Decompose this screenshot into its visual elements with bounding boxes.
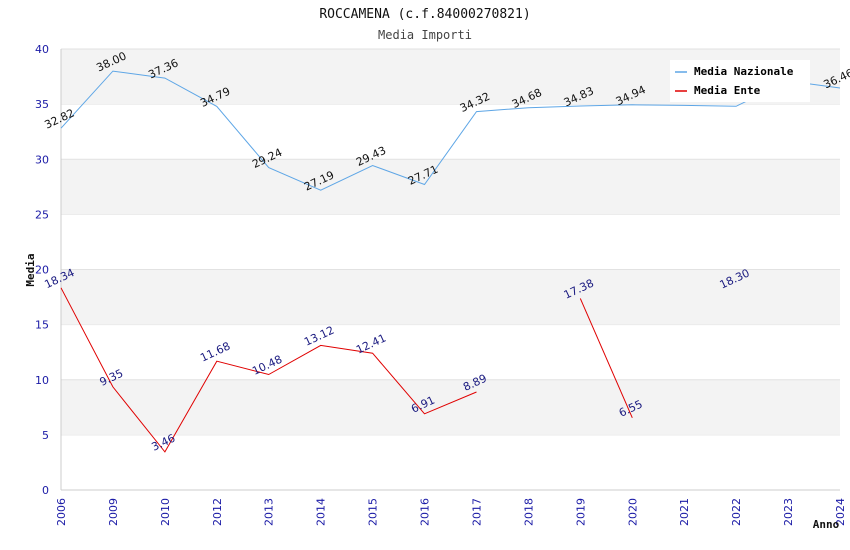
series-line-media-nazionale [60,70,841,191]
data-label: 11.68 [198,340,232,365]
y-tick-label: 20 [35,264,49,277]
y-tick-label: 5 [42,429,49,442]
y-tick-label: 25 [35,208,49,221]
x-tick-label: 2013 [263,498,276,526]
x-tick-label: 2018 [522,498,535,526]
legend: Media Nazionale Media Ente [670,60,810,102]
grid-band [61,159,840,215]
x-tick-label: 2010 [159,498,172,526]
legend-label-media-ente: Media Ente [694,84,761,97]
x-ticks: 2006 2009 2010 2012 2013 2014 2015 2016 2017 2018… [55,498,847,526]
x-tick-label: 2009 [107,498,120,526]
x-tick-label: 2017 [470,498,483,526]
grid-bands [61,48,840,436]
x-tick-label: 2021 [678,498,691,526]
grid-band [61,379,840,435]
y-tick-label: 30 [35,153,49,166]
y-tick-label: 0 [42,484,49,497]
series-line-media-ente [60,287,477,453]
x-tick-label: 2019 [574,498,587,526]
y-ticks: 0 5 10 15 20 25 30 35 40 [35,43,49,497]
series-line-media-ente [579,298,633,418]
x-tick-label: 2024 [834,498,847,526]
y-tick-label: 40 [35,43,49,56]
data-label: 13.12 [302,324,336,349]
chart-title: ROCCAMENA (c.f.84000270821) [319,7,530,22]
legend-box [670,60,810,102]
x-tick-label: 2014 [315,498,328,526]
y-tick-label: 10 [35,374,49,387]
legend-label-media-nazionale: Media Nazionale [694,65,794,78]
x-tick-label: 2022 [730,498,743,526]
x-tick-label: 2023 [782,498,795,526]
axes [60,49,840,491]
x-axis-label: Anno [813,518,840,531]
x-tick-label: 2015 [367,498,380,526]
chart-subtitle: Media Importi [378,28,472,42]
y-tick-label: 15 [35,319,49,332]
x-tick-label: 2016 [419,498,432,526]
x-tick-label: 2006 [55,498,68,526]
y-axis-label: Media [24,253,37,286]
x-tick-label: 2020 [626,498,639,526]
y-tick-label: 35 [35,98,49,111]
grid-band [61,269,840,325]
x-tick-label: 2012 [211,498,224,526]
series-lines [60,70,841,453]
